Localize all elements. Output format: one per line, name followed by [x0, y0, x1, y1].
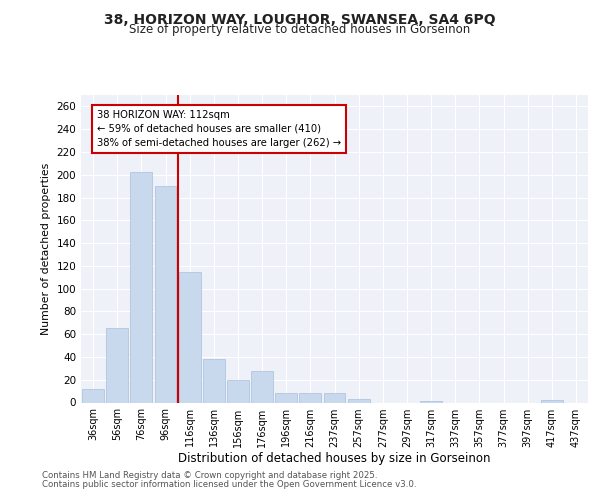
Bar	[203, 359, 224, 403]
Text: Contains HM Land Registry data © Crown copyright and database right 2025.: Contains HM Land Registry data © Crown c…	[42, 471, 377, 480]
X-axis label: Distribution of detached houses by size in Gorseinon: Distribution of detached houses by size …	[178, 452, 491, 466]
Text: 38, HORIZON WAY, LOUGHOR, SWANSEA, SA4 6PQ: 38, HORIZON WAY, LOUGHOR, SWANSEA, SA4 6…	[104, 12, 496, 26]
Y-axis label: Number of detached properties: Number of detached properties	[41, 162, 51, 335]
Bar	[130, 172, 152, 402]
Bar	[179, 272, 200, 402]
Bar	[275, 394, 297, 402]
Text: Size of property relative to detached houses in Gorseinon: Size of property relative to detached ho…	[130, 24, 470, 36]
Bar	[106, 328, 128, 402]
Bar	[155, 186, 176, 402]
Text: 38 HORIZON WAY: 112sqm
← 59% of detached houses are smaller (410)
38% of semi-de: 38 HORIZON WAY: 112sqm ← 59% of detached…	[97, 110, 341, 148]
Bar	[251, 370, 273, 402]
Bar	[227, 380, 249, 402]
Text: Contains public sector information licensed under the Open Government Licence v3: Contains public sector information licen…	[42, 480, 416, 489]
Bar	[323, 394, 346, 402]
Bar	[348, 399, 370, 402]
Bar	[82, 389, 104, 402]
Bar	[541, 400, 563, 402]
Bar	[299, 394, 321, 402]
